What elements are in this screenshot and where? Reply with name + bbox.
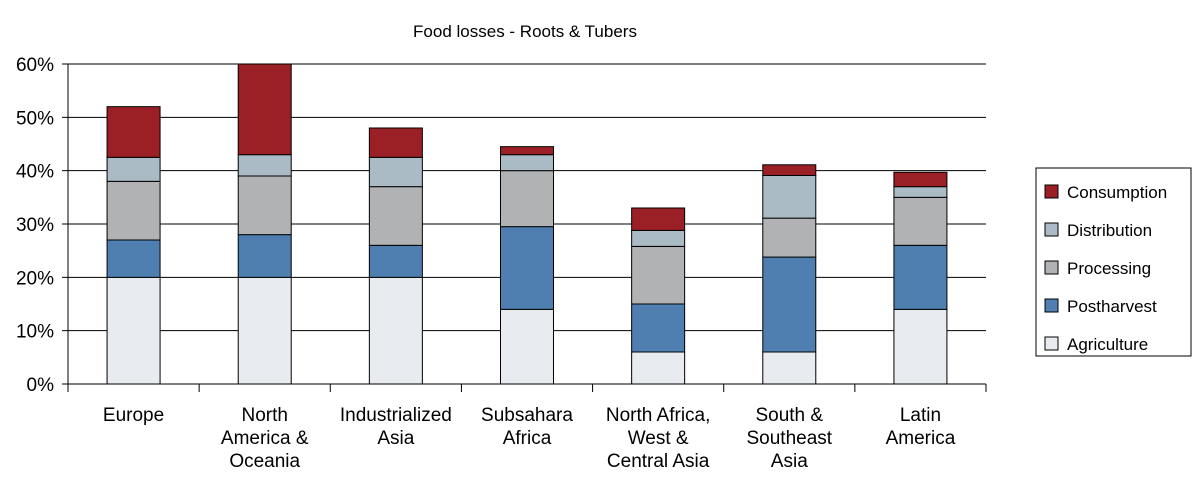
y-tick-label: 10% <box>16 322 54 343</box>
bar-segment-postharvest <box>762 256 817 353</box>
bar-segment-processing <box>368 186 423 246</box>
legend-swatch-agriculture <box>1044 336 1059 351</box>
legend-swatch-consumption <box>1044 184 1059 199</box>
x-category-label-line: America <box>886 428 956 449</box>
bar-segment-agriculture <box>500 308 554 385</box>
chart-title: Food losses - Roots & Tubers <box>413 22 637 41</box>
y-tick-label: 30% <box>16 215 54 236</box>
bar-segment-agriculture <box>893 308 948 385</box>
x-category-label-line: Africa <box>503 428 552 449</box>
bar-segment-postharvest <box>237 234 292 278</box>
x-category-label: Latin America <box>886 405 956 449</box>
bar-segment-distribution <box>500 154 554 172</box>
bar-segment-agriculture <box>368 276 423 385</box>
x-category-label-line: North Africa, <box>606 405 711 426</box>
x-category-label-line: Subsahara <box>481 405 573 426</box>
x-category-label: South & Southeast Asia <box>746 405 832 472</box>
y-tick-label: 0% <box>27 375 55 396</box>
bar-segment-distribution <box>631 229 686 247</box>
x-category-label-line: America & <box>221 428 309 449</box>
legend-label-processing: Processing <box>1067 259 1151 278</box>
x-category-label: Europe <box>103 405 164 426</box>
bar-segment-postharvest <box>631 303 686 353</box>
bar-segment-consumption <box>631 207 686 231</box>
y-tick-label: 50% <box>16 108 54 129</box>
bar-segment-postharvest <box>368 244 423 278</box>
x-category-label-line: Oceania <box>229 451 300 472</box>
y-tick-label: 60% <box>16 55 54 76</box>
x-category-label: North Africa, West & Central Asia <box>606 405 711 472</box>
axes: 0% 10% 20% 30% 40% 50% 60% Europe North America &… <box>16 55 987 472</box>
bar-segment-distribution <box>368 156 423 188</box>
x-category-label-line: Latin <box>900 405 941 426</box>
bar-segment-distribution <box>762 174 817 219</box>
x-category-label-line: South & <box>755 405 823 426</box>
bar-segment-consumption <box>106 106 161 158</box>
x-category-label-line: Industrialized <box>340 405 452 426</box>
x-category-label: North America & Oceania <box>221 405 309 472</box>
y-tick-label: 20% <box>16 268 54 289</box>
bar-segment-postharvest <box>893 244 948 310</box>
bar-segment-processing <box>500 170 554 228</box>
bar-segment-distribution <box>237 154 292 177</box>
bar-segment-consumption <box>500 146 554 156</box>
bar-segment-processing <box>893 196 948 246</box>
x-category-label-line: Europe <box>103 405 164 426</box>
bar-segment-agriculture <box>631 351 686 385</box>
legend-label-consumption: Consumption <box>1067 183 1167 202</box>
bar-segment-consumption <box>893 171 948 188</box>
bar-segment-distribution <box>893 186 948 198</box>
x-category-label: Subsahara Africa <box>481 405 573 449</box>
legend-box <box>1035 167 1192 357</box>
y-tick-label: 40% <box>16 162 54 183</box>
legend-label-distribution: Distribution <box>1067 221 1152 240</box>
bars <box>106 63 948 385</box>
bar-segment-distribution <box>106 156 161 182</box>
bar-segment-processing <box>106 180 161 241</box>
bar-segment-postharvest <box>106 239 161 278</box>
x-category-label: Industrialized Asia <box>340 405 452 449</box>
x-category-label-line: West & <box>628 428 689 449</box>
bar-segment-agriculture <box>762 351 817 385</box>
bar-segment-processing <box>237 175 292 236</box>
x-category-label-line: Asia <box>771 451 808 472</box>
legend-label-agriculture: Agriculture <box>1067 335 1148 354</box>
x-category-label-line: Central Asia <box>607 451 710 472</box>
bar-segment-postharvest <box>500 226 554 310</box>
bar-segment-processing <box>762 217 817 258</box>
legend-swatch-distribution <box>1044 222 1059 237</box>
bar-segment-consumption <box>368 127 423 158</box>
bar-segment-consumption <box>237 63 292 156</box>
x-category-label-line: Asia <box>377 428 414 449</box>
bar-segment-consumption <box>762 164 817 176</box>
bar-segment-processing <box>631 245 686 305</box>
bar-segment-agriculture <box>237 276 292 385</box>
legend-label-postharvest: Postharvest <box>1067 297 1157 316</box>
bar-segment-agriculture <box>106 276 161 385</box>
legend-swatch-processing <box>1044 260 1059 275</box>
legend: Consumption Distribution Processing Posthar… <box>1035 167 1192 357</box>
x-category-label-line: North <box>241 405 287 426</box>
x-category-label-line: Southeast <box>746 428 832 449</box>
legend-swatch-postharvest <box>1044 298 1059 313</box>
